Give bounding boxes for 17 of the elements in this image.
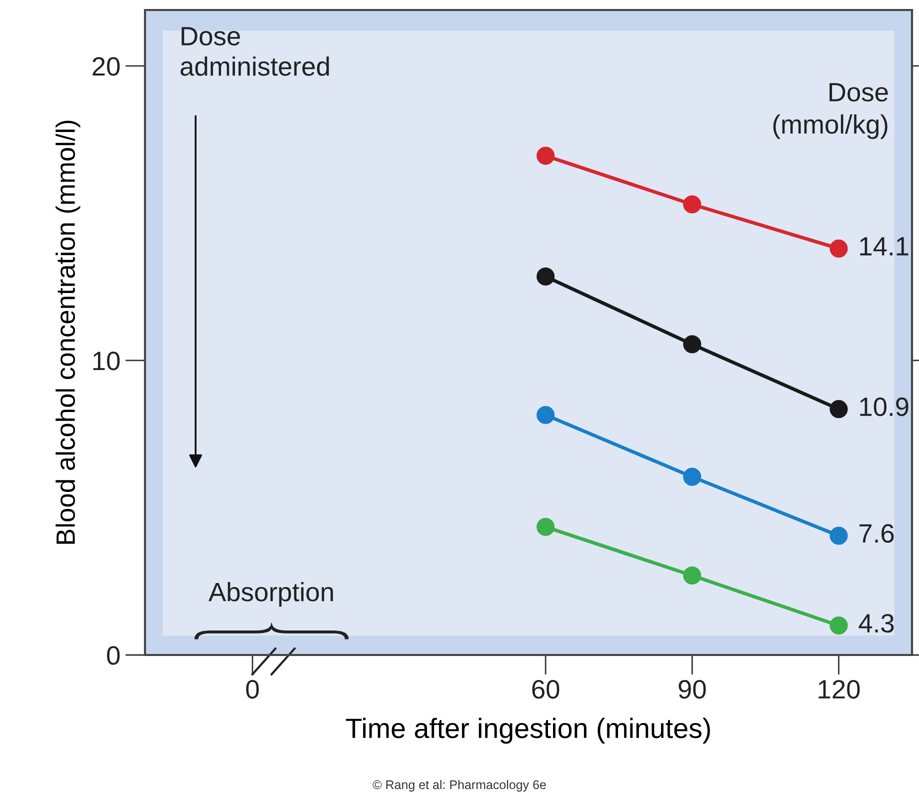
y-tick-label: 0: [107, 646, 120, 665]
series-label: 7.6: [860, 524, 894, 543]
legend-title: Dose (mmol/kg): [773, 83, 888, 139]
y-tick-label: 10: [93, 352, 120, 370]
series-label: 4.3: [858, 614, 894, 633]
y-tick-label: 20: [92, 57, 120, 76]
x-tick-label: 60: [532, 680, 560, 699]
annotation: Dose administered: [180, 27, 329, 76]
x-tick-label: 120: [818, 680, 860, 699]
series-label: 14.1: [860, 237, 908, 256]
x-axis-title: Time after ingestion (minutes): [346, 718, 710, 744]
series-label: 10.9: [860, 397, 908, 416]
x-tick-label: 0: [246, 680, 259, 699]
x-tick-label: 90: [678, 680, 706, 699]
annotation: Absorption: [208, 582, 333, 607]
text: © Rang et al: Pharmacology 6e: [372, 780, 546, 792]
y-axis-title: Blood alcohol concentration (mmol/l): [56, 120, 80, 544]
